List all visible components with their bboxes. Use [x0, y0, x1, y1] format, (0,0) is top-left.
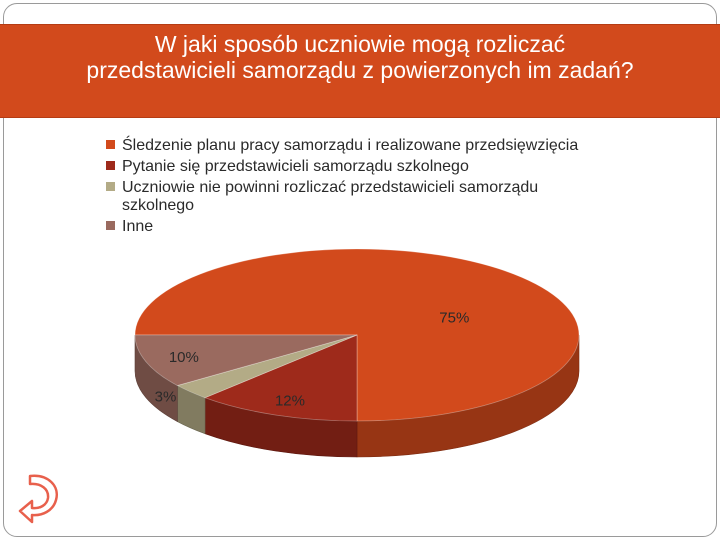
legend-entry-4: Inne: [122, 218, 153, 235]
slide-title-line-2: przedstawicieli samorządu z powierzonych…: [86, 57, 634, 83]
data-labels: 75% 12% 3% 10%: [155, 309, 470, 409]
back-arrow-icon[interactable]: [16, 470, 64, 526]
data-label-3: 3%: [155, 388, 177, 405]
data-label-1: 75%: [439, 309, 469, 326]
slide-title-line-1: W jaki sposób uczniowie mogą rozliczać: [154, 31, 566, 57]
pie-side-4: [134, 334, 178, 423]
chart-legend: Śledzenie planu pracy samorządu i realiz…: [106, 135, 578, 235]
legend-marker-2: [106, 161, 115, 170]
pie-slice-3: [176, 334, 358, 399]
legend-marker-3: [106, 182, 115, 191]
pie-slice-1: [134, 248, 580, 422]
legend-entry-2: Pytanie się przedstawicieli samorządu sz…: [122, 158, 469, 175]
data-label-4: 10%: [169, 349, 199, 366]
data-label-2: 12%: [275, 393, 305, 410]
legend-marker-4: [106, 221, 115, 230]
title-bar: [0, 24, 720, 118]
slide-title: W jaki sposób uczniowie mogą rozliczać p…: [0, 31, 720, 83]
pie-layer: [134, 248, 580, 458]
legend-entry-3: Uczniowie nie powinni rozliczać przedsta…: [122, 179, 538, 214]
legend-marker-1: [106, 140, 115, 149]
legend-entry-1: Śledzenie planu pracy samorządu i realiz…: [122, 135, 578, 154]
pie-slice-2: [203, 334, 358, 422]
pie-slice-4: [134, 334, 358, 386]
